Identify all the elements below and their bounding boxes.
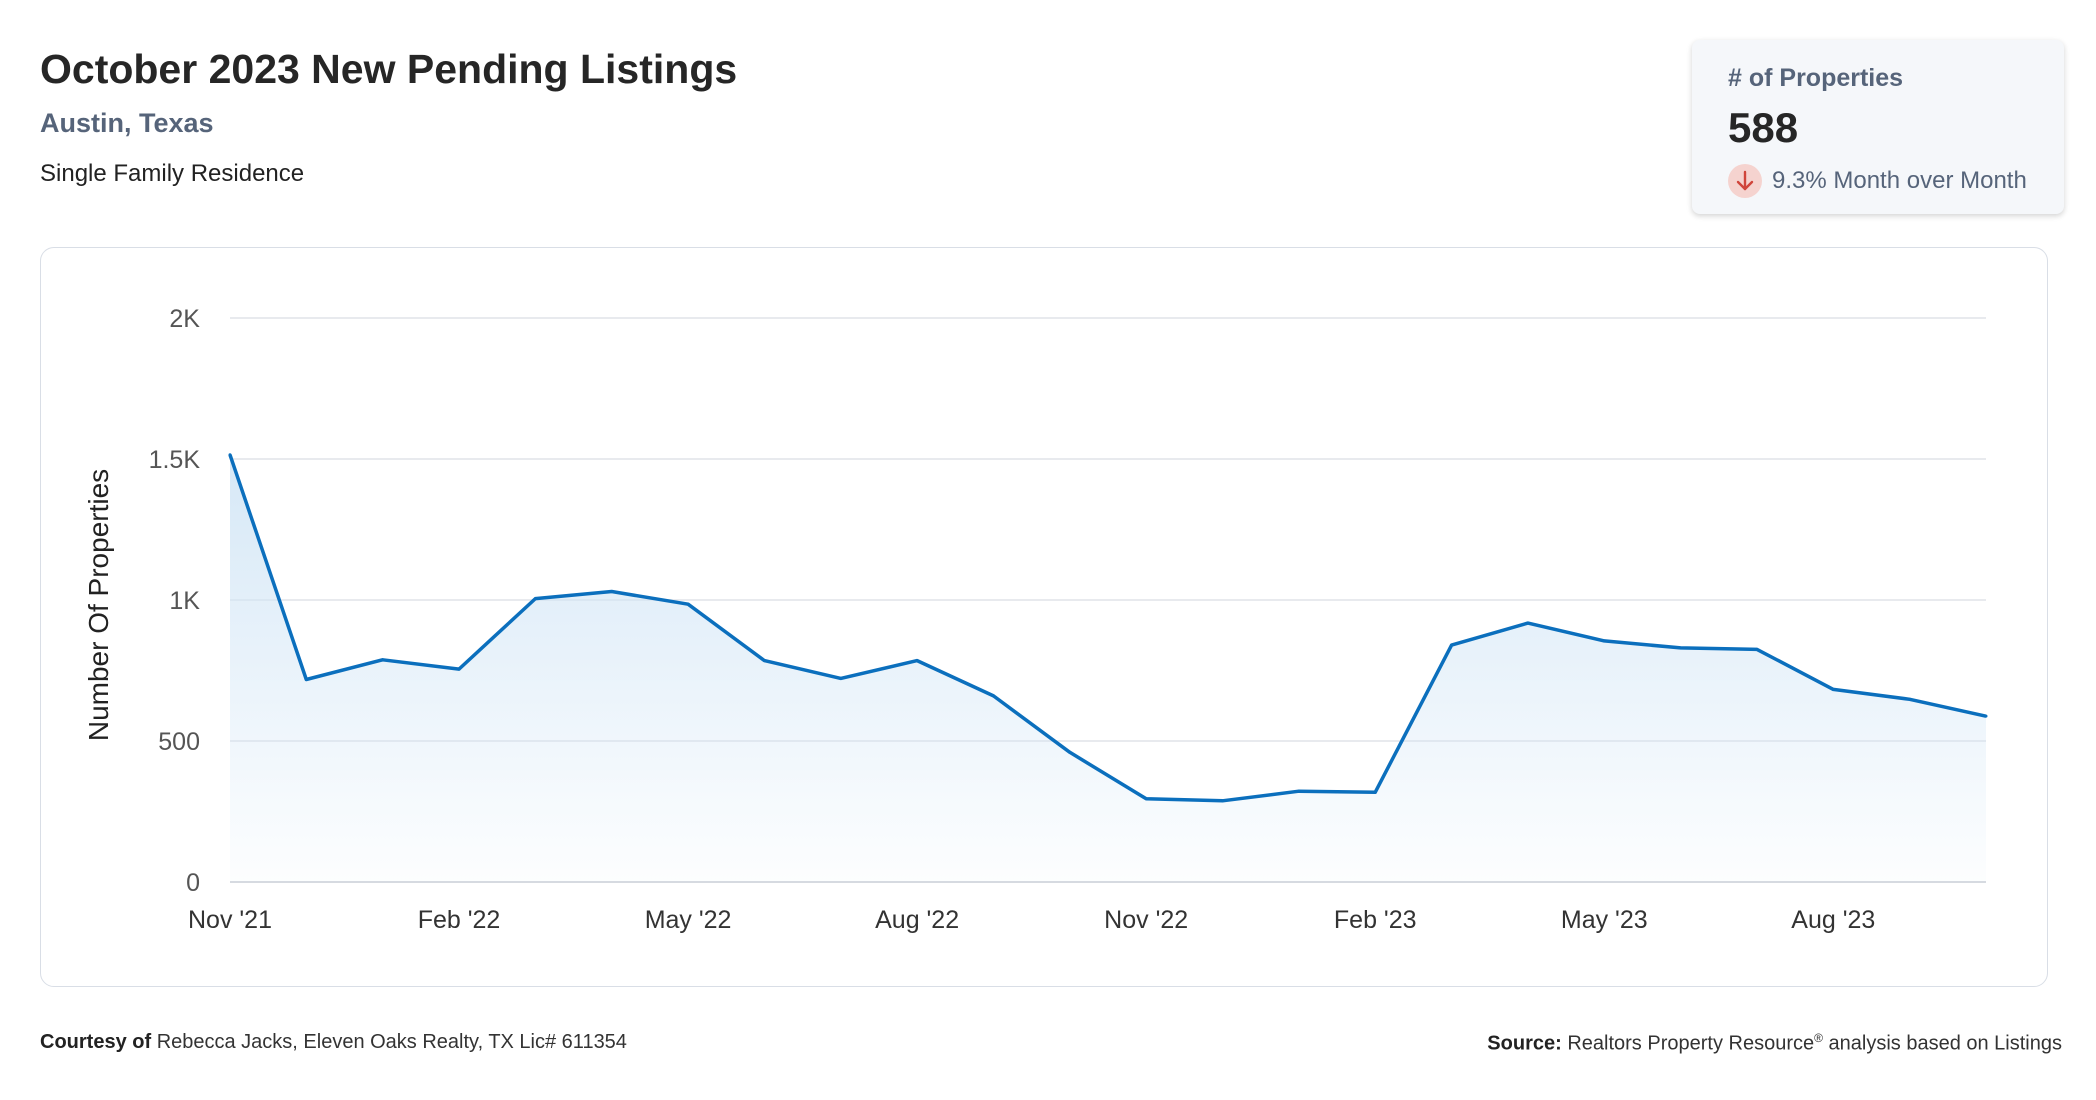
x-tick-label: Feb '23: [1334, 906, 1417, 934]
line-chart: 0 500 1K 1.5K 2K Nov '21 Feb '22 May '22 Aug '2…: [83, 305, 1988, 934]
x-tick-label: May '22: [645, 906, 732, 934]
y-tick-label: 1.5K: [149, 446, 201, 474]
source-text: Realtors Property Resource: [1567, 1032, 1815, 1055]
area-fill: [230, 454, 1986, 882]
kpi-card: # of Properties 588 9.3% Month over Mont…: [1692, 40, 2064, 214]
y-tick-label: 500: [158, 728, 200, 756]
data-point: [1908, 697, 1912, 701]
courtesy-label: Courtesy of: [40, 1031, 152, 1053]
kpi-change-text: 9.3% Month over Month: [1772, 167, 2027, 194]
courtesy-text: Rebecca Jacks, Eleven Oaks Realty, TX Li…: [156, 1031, 627, 1053]
x-tick-label: Aug '23: [1791, 906, 1875, 934]
x-tick-label: May '23: [1561, 906, 1648, 934]
source-label: Source:: [1487, 1032, 1562, 1055]
property-type-label: Single Family Residence: [40, 160, 305, 187]
data-point: [762, 659, 766, 663]
data-point: [1373, 790, 1377, 794]
registered-mark: ®: [1814, 1031, 1823, 1045]
data-point: [991, 694, 995, 698]
data-point: [381, 658, 385, 662]
y-tick-label: 1K: [169, 587, 200, 615]
y-axis-label: Number Of Properties: [83, 469, 114, 741]
x-tick-label: Feb '22: [418, 906, 501, 934]
source-suffix: analysis based on Listings: [1828, 1032, 2062, 1055]
data-point: [1602, 639, 1606, 643]
data-point: [610, 590, 614, 594]
data-point: [1526, 621, 1530, 625]
x-axis-ticks: Nov '21 Feb '22 May '22 Aug '22 Nov '22 Feb '…: [188, 906, 1875, 934]
x-tick-label: Aug '22: [875, 906, 959, 934]
kpi-change: 9.3% Month over Month: [1728, 164, 2027, 198]
series-path: [228, 454, 1987, 803]
data-point: [1068, 750, 1072, 754]
data-point: [1831, 687, 1835, 691]
source-footer: Source: Realtors Property Resource® anal…: [1487, 1031, 2062, 1056]
data-point: [1450, 643, 1454, 647]
arrow-down-icon: [1728, 164, 1762, 198]
x-tick-label: Nov '22: [1104, 906, 1188, 934]
kpi-label: # of Properties: [1728, 64, 1904, 92]
page-title: October 2023 New Pending Listings: [40, 46, 738, 92]
kpi-value: 588: [1728, 104, 1799, 151]
location-subtitle: Austin, Texas: [40, 108, 214, 138]
data-point: [533, 597, 537, 601]
area-series: [230, 454, 1986, 882]
y-axis-ticks: 0 500 1K 1.5K 2K: [149, 305, 201, 897]
data-point: [1221, 799, 1225, 803]
data-point: [839, 676, 843, 680]
y-tick-label: 2K: [169, 305, 200, 333]
data-point: [915, 659, 919, 663]
data-point: [1679, 646, 1683, 650]
data-point: [1144, 797, 1148, 801]
data-point: [1984, 714, 1988, 718]
data-point: [1755, 647, 1759, 651]
data-point: [457, 667, 461, 671]
data-point: [304, 678, 308, 682]
data-point: [228, 453, 232, 457]
y-tick-label: 0: [186, 869, 200, 897]
data-point: [1297, 789, 1301, 793]
series-line: [228, 453, 1988, 803]
data-point: [686, 602, 690, 606]
x-tick-label: Nov '21: [188, 906, 272, 934]
courtesy-footer: Courtesy of Rebecca Jacks, Eleven Oaks R…: [40, 1031, 627, 1054]
